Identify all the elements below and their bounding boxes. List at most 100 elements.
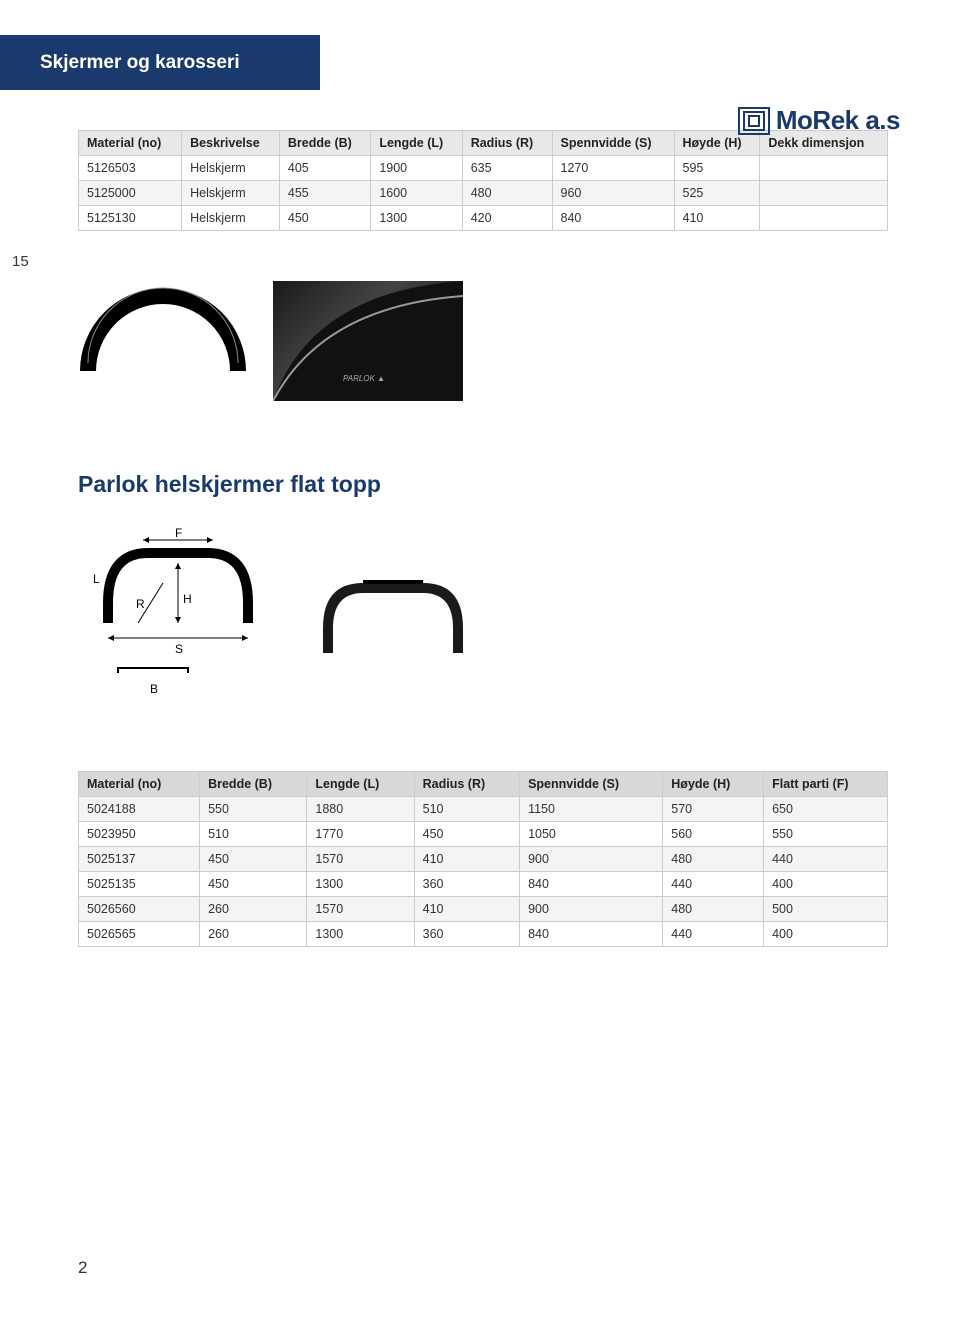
product-images-row: PARLOK ▲ — [78, 281, 888, 401]
logo-text: MoRek a.s — [776, 105, 900, 136]
brand-logo: MoRek a.s — [738, 105, 900, 136]
table-cell: 500 — [764, 897, 888, 922]
table-cell: 1300 — [307, 872, 414, 897]
table-row: 5125000Helskjerm4551600480960525 — [79, 181, 888, 206]
table-cell: 5024188 — [79, 797, 200, 822]
diagram-label-L: L — [93, 572, 100, 586]
table-cell: 1570 — [307, 847, 414, 872]
table-cell: 440 — [663, 872, 764, 897]
table-cell: 410 — [674, 206, 760, 231]
table-cell: 1880 — [307, 797, 414, 822]
side-page-number: 15 — [12, 253, 29, 270]
fender-line-drawing — [78, 281, 248, 401]
table-cell: 440 — [764, 847, 888, 872]
table-cell: 1570 — [307, 897, 414, 922]
table-cell: 900 — [520, 847, 663, 872]
table2-header-cell: Flatt parti (F) — [764, 772, 888, 797]
page-header: Skjermer og karosseri — [0, 35, 320, 90]
table-cell: 560 — [663, 822, 764, 847]
table-cell: 5025135 — [79, 872, 200, 897]
table-cell: 635 — [462, 156, 552, 181]
table-cell: 5125000 — [79, 181, 182, 206]
table-cell: 5025137 — [79, 847, 200, 872]
table-cell: 5026565 — [79, 922, 200, 947]
table-cell — [760, 156, 888, 181]
table-cell: 595 — [674, 156, 760, 181]
table-cell: 840 — [552, 206, 674, 231]
table1-header-cell: Beskrivelse — [182, 131, 280, 156]
flat-top-fender-image — [318, 568, 468, 671]
table-cell: 5126503 — [79, 156, 182, 181]
table-helskjerm: Material (no)BeskrivelseBredde (B)Lengde… — [78, 130, 888, 231]
table-cell: 400 — [764, 872, 888, 897]
table-cell: 440 — [663, 922, 764, 947]
table-cell: 480 — [663, 897, 764, 922]
table2-header-cell: Bredde (B) — [200, 772, 307, 797]
table-row: 50265602601570410900480500 — [79, 897, 888, 922]
table-cell: 455 — [279, 181, 370, 206]
table-cell: 5125130 — [79, 206, 182, 231]
table1-header-cell: Radius (R) — [462, 131, 552, 156]
diagram-label-H: H — [183, 592, 192, 606]
table-cell: Helskjerm — [182, 156, 280, 181]
diagram-label-F: F — [175, 528, 182, 540]
table-row: 50251374501570410900480440 — [79, 847, 888, 872]
table-cell: 510 — [414, 797, 519, 822]
table-cell: 550 — [764, 822, 888, 847]
table-cell: 360 — [414, 922, 519, 947]
table-cell: 840 — [520, 872, 663, 897]
table-cell: 260 — [200, 922, 307, 947]
svg-text:PARLOK ▲: PARLOK ▲ — [343, 374, 385, 383]
table-cell: 1600 — [371, 181, 462, 206]
table2-header-cell: Høyde (H) — [663, 772, 764, 797]
table2-header-cell: Radius (R) — [414, 772, 519, 797]
table-cell: 1270 — [552, 156, 674, 181]
table-cell: 1300 — [371, 206, 462, 231]
diagram-row: F L R H S B — [88, 528, 888, 711]
table-cell: 525 — [674, 181, 760, 206]
table-cell: 450 — [279, 206, 370, 231]
page-title: Skjermer og karosseri — [40, 52, 240, 74]
table1-header-cell: Lengde (L) — [371, 131, 462, 156]
table-cell: 1770 — [307, 822, 414, 847]
logo-icon — [738, 107, 770, 135]
table-cell: 480 — [462, 181, 552, 206]
dimension-diagram: F L R H S B — [88, 528, 268, 711]
table-cell: 510 — [200, 822, 307, 847]
table-cell: 550 — [200, 797, 307, 822]
table-cell: 570 — [663, 797, 764, 822]
main-content: Material (no)BeskrivelseBredde (B)Lengde… — [78, 130, 888, 947]
table-cell: 405 — [279, 156, 370, 181]
table-cell: 450 — [200, 847, 307, 872]
table-cell: 260 — [200, 897, 307, 922]
table-flat-topp: Material (no)Bredde (B)Lengde (L)Radius … — [78, 771, 888, 947]
table-cell: 410 — [414, 897, 519, 922]
table1-header-cell: Spennvidde (S) — [552, 131, 674, 156]
table-cell: 420 — [462, 206, 552, 231]
table2-header-cell: Lengde (L) — [307, 772, 414, 797]
table-row: 50251354501300360840440400 — [79, 872, 888, 897]
table1-header-cell: Bredde (B) — [279, 131, 370, 156]
table-cell: 840 — [520, 922, 663, 947]
table-cell: 960 — [552, 181, 674, 206]
table-cell: 5026560 — [79, 897, 200, 922]
table-cell: 1900 — [371, 156, 462, 181]
table-cell: 480 — [663, 847, 764, 872]
table-cell: 1300 — [307, 922, 414, 947]
table-cell: 1050 — [520, 822, 663, 847]
section-title-flat-topp: Parlok helskjermer flat topp — [78, 471, 888, 498]
table-cell — [760, 206, 888, 231]
table-cell: 360 — [414, 872, 519, 897]
table-cell — [760, 181, 888, 206]
diagram-label-B: B — [150, 682, 158, 696]
page-number: 2 — [78, 1258, 87, 1278]
diagram-label-R: R — [136, 597, 145, 611]
table-cell: 5023950 — [79, 822, 200, 847]
table2-header-cell: Spennvidde (S) — [520, 772, 663, 797]
fender-photo: PARLOK ▲ — [273, 281, 463, 401]
table-cell: 410 — [414, 847, 519, 872]
table1-header-cell: Material (no) — [79, 131, 182, 156]
table-row: 502395051017704501050560550 — [79, 822, 888, 847]
table-cell: 400 — [764, 922, 888, 947]
table-cell: 1150 — [520, 797, 663, 822]
